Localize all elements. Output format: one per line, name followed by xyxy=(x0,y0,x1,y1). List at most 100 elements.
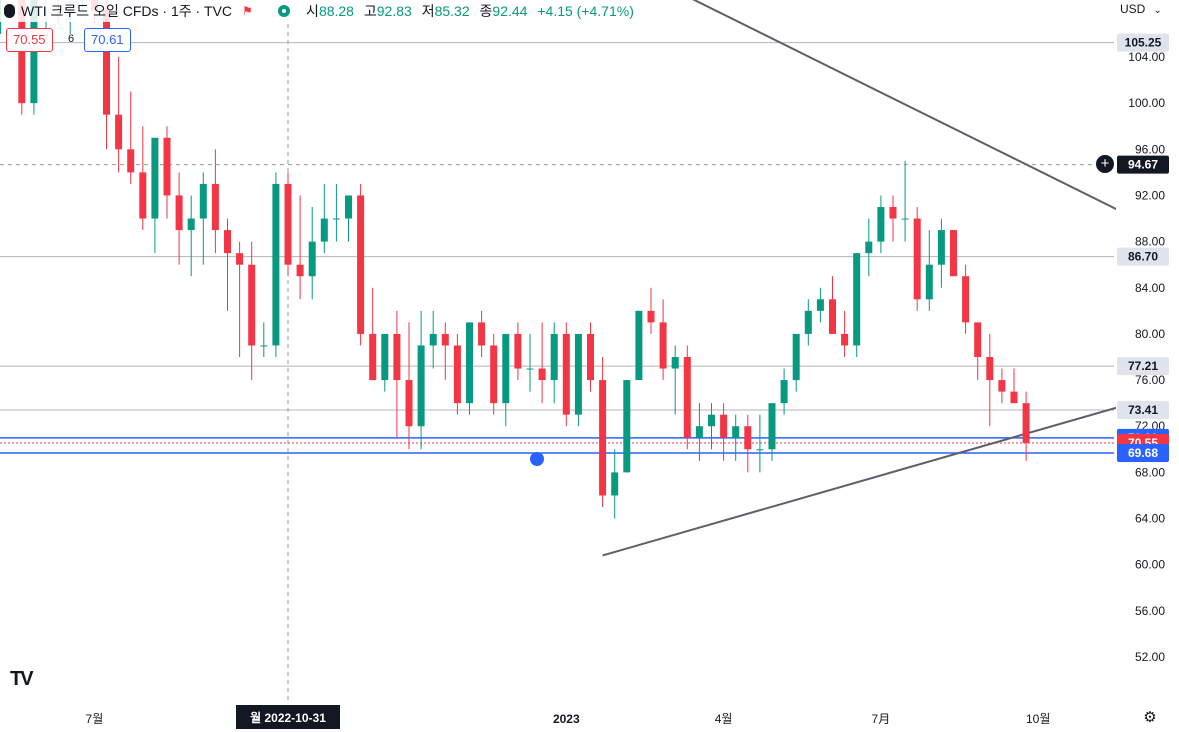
candle-body xyxy=(647,310,655,323)
candle-body xyxy=(587,333,594,381)
candle-body xyxy=(187,218,195,231)
candle-body xyxy=(163,137,171,196)
candle-body xyxy=(103,10,110,115)
y-tick-label: 56.00 xyxy=(1135,604,1165,618)
candle-body xyxy=(780,380,788,404)
candle-body xyxy=(115,114,123,150)
candle-body xyxy=(732,426,740,438)
spread-value: 6 xyxy=(68,33,75,45)
low-value: 85.32 xyxy=(434,3,470,19)
candle-body xyxy=(659,322,667,369)
candle-body xyxy=(1022,403,1030,443)
candle-body xyxy=(950,230,957,277)
candle-body xyxy=(756,449,764,451)
currency-selector[interactable]: USD ⌄ xyxy=(1120,0,1176,18)
ohlc-values: 시88.28 고92.83 저85.32 종92.44 +4.15 (+4.71… xyxy=(306,1,640,21)
candle-body xyxy=(417,345,425,427)
x-tick-label: 2023 xyxy=(553,712,580,726)
close-key: 종 xyxy=(479,3,493,19)
candle-body xyxy=(272,183,280,346)
candle-body xyxy=(320,218,328,242)
candle-body xyxy=(199,183,207,219)
candle-body xyxy=(599,380,607,496)
candle-body xyxy=(816,299,824,311)
candle-body xyxy=(478,322,486,346)
circle-icon[interactable] xyxy=(4,4,15,18)
candle-body xyxy=(538,368,546,381)
x-tick-label: 7월 xyxy=(86,712,104,726)
y-tick-label: 80.00 xyxy=(1135,327,1165,341)
candle-body xyxy=(211,183,219,231)
price-label: 94.67 xyxy=(1128,158,1158,172)
y-tick-label: 92.00 xyxy=(1135,188,1165,202)
candle-body xyxy=(224,230,231,254)
candle-body xyxy=(865,241,873,254)
gear-icon[interactable]: ⚙ xyxy=(1143,709,1157,726)
candle-body xyxy=(429,333,437,346)
chevron-down-icon: ⌄ xyxy=(1153,5,1162,16)
candle-body xyxy=(974,322,982,357)
candle-body xyxy=(284,183,292,265)
y-tick-label: 52.00 xyxy=(1135,650,1165,664)
symbol-title[interactable]: WTI 크루드 오일 CFDs · 1주 · TVC xyxy=(21,3,233,19)
candle-body xyxy=(962,276,970,323)
time-axis[interactable] xyxy=(0,700,1179,732)
candle-body xyxy=(720,414,728,438)
candle-body xyxy=(768,403,776,450)
price-label-box xyxy=(1117,33,1169,52)
candle-body xyxy=(986,357,994,381)
close-value: 92.44 xyxy=(492,3,528,19)
buy-button[interactable]: 70.61 xyxy=(84,28,131,52)
y-tick-label: 100.00 xyxy=(1128,96,1165,110)
price-label-box xyxy=(1117,247,1169,266)
candle-body xyxy=(514,333,522,369)
candle-body xyxy=(490,345,498,404)
candle-body xyxy=(611,472,619,496)
event-marker-icon[interactable] xyxy=(530,452,544,466)
candle-body xyxy=(998,380,1006,392)
crosshair-date-box xyxy=(236,705,340,729)
y-tick-label: 84.00 xyxy=(1135,281,1165,295)
low-key: 저 xyxy=(421,3,435,19)
trendline[interactable] xyxy=(602,333,1179,557)
candle-body xyxy=(574,333,582,415)
high-value: 92.83 xyxy=(376,3,412,19)
candle-body xyxy=(381,333,389,381)
candle-body xyxy=(151,137,159,219)
crosshair-date-label: 월 2022-10-31 xyxy=(250,710,326,725)
price-label-box xyxy=(1117,400,1169,419)
y-tick-label: 64.00 xyxy=(1135,512,1165,526)
candle-body xyxy=(260,345,268,347)
y-tick-label: 60.00 xyxy=(1135,558,1165,572)
candle-body xyxy=(332,218,340,220)
candle-body xyxy=(877,207,885,242)
tradingview-logo-icon[interactable]: TV xyxy=(10,668,34,690)
candle-body xyxy=(345,195,352,219)
change-value: +4.15 (+4.71%) xyxy=(537,3,634,19)
trendline[interactable] xyxy=(530,0,1179,344)
candle-body xyxy=(405,380,413,427)
high-key: 고 xyxy=(363,3,377,19)
candle-body xyxy=(925,264,933,300)
candle-body xyxy=(708,414,715,427)
candle-body xyxy=(441,333,449,346)
candle-body xyxy=(901,218,909,220)
candle-body xyxy=(526,368,534,370)
candle-body xyxy=(913,218,921,300)
candle-body xyxy=(792,333,800,381)
flag-icon[interactable]: ⚑ xyxy=(242,4,253,18)
x-tick-label: 7月 xyxy=(872,712,891,726)
sell-button[interactable]: 70.55 xyxy=(6,28,53,52)
candle-body xyxy=(466,322,473,404)
open-value: 88.28 xyxy=(318,3,354,19)
x-tick-label: 10월 xyxy=(1026,712,1050,726)
plus-circle-icon[interactable]: + xyxy=(1096,155,1114,173)
candle-body xyxy=(127,149,135,173)
candle-body xyxy=(175,195,183,231)
price-label-box xyxy=(1117,155,1169,174)
candle-body xyxy=(623,380,631,473)
candle-body xyxy=(393,333,401,381)
candle-body xyxy=(671,357,679,369)
price-label: 73.41 xyxy=(1128,403,1158,417)
